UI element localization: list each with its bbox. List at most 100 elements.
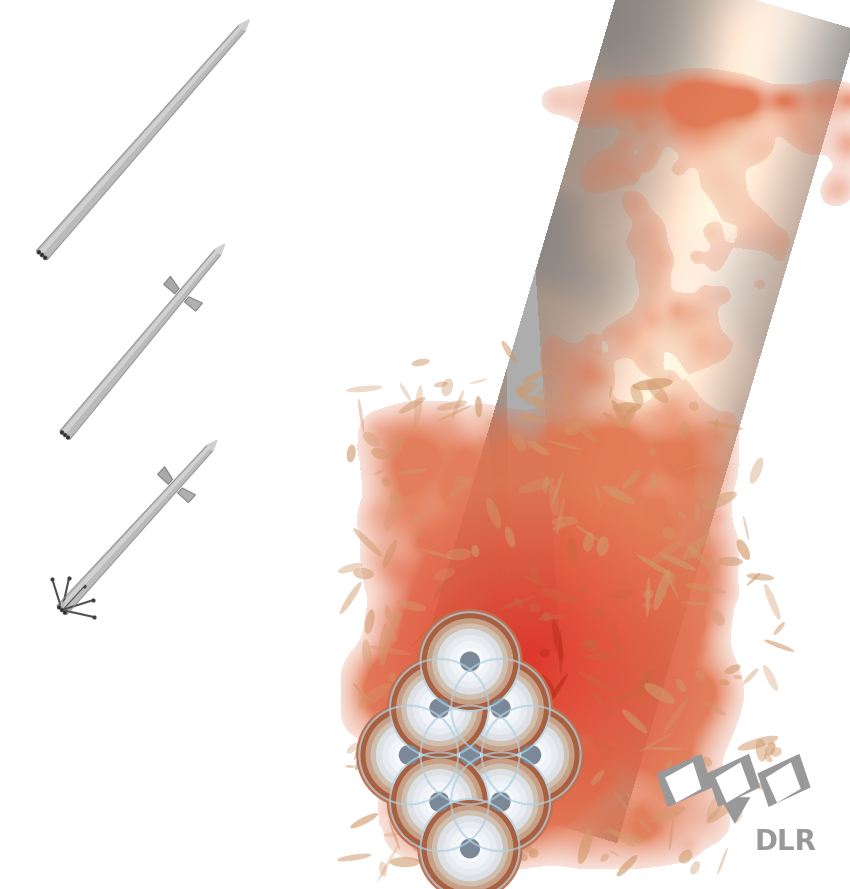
Ellipse shape — [609, 829, 635, 847]
Ellipse shape — [663, 526, 676, 540]
Ellipse shape — [695, 670, 705, 681]
Ellipse shape — [477, 727, 485, 733]
Circle shape — [450, 642, 490, 681]
Ellipse shape — [690, 549, 701, 558]
Ellipse shape — [445, 549, 472, 560]
Circle shape — [505, 729, 558, 781]
Circle shape — [468, 770, 533, 834]
Circle shape — [438, 629, 502, 693]
Polygon shape — [239, 20, 249, 31]
Circle shape — [61, 431, 63, 434]
Ellipse shape — [384, 499, 399, 532]
Ellipse shape — [434, 381, 448, 388]
Ellipse shape — [380, 748, 396, 760]
Ellipse shape — [474, 825, 487, 832]
Ellipse shape — [561, 391, 570, 399]
Circle shape — [430, 792, 449, 811]
Ellipse shape — [355, 752, 365, 771]
Ellipse shape — [683, 601, 714, 605]
Circle shape — [407, 770, 472, 834]
Ellipse shape — [354, 739, 361, 761]
Circle shape — [488, 695, 513, 721]
Circle shape — [400, 746, 418, 765]
Ellipse shape — [578, 829, 592, 864]
Ellipse shape — [412, 845, 446, 853]
Circle shape — [418, 610, 522, 714]
Ellipse shape — [752, 782, 785, 794]
Polygon shape — [62, 251, 218, 435]
Circle shape — [449, 656, 552, 760]
Ellipse shape — [475, 396, 482, 418]
Ellipse shape — [604, 829, 635, 840]
Ellipse shape — [493, 763, 503, 798]
Ellipse shape — [411, 530, 418, 541]
Ellipse shape — [385, 493, 414, 524]
Circle shape — [44, 257, 46, 259]
Ellipse shape — [638, 818, 653, 834]
Ellipse shape — [502, 340, 517, 364]
Ellipse shape — [434, 578, 450, 597]
Ellipse shape — [337, 853, 371, 861]
Ellipse shape — [367, 726, 388, 756]
Ellipse shape — [533, 388, 547, 406]
Ellipse shape — [660, 553, 696, 571]
Ellipse shape — [724, 783, 740, 794]
Ellipse shape — [583, 533, 594, 552]
Ellipse shape — [609, 850, 620, 856]
Ellipse shape — [679, 420, 690, 440]
Ellipse shape — [503, 562, 511, 586]
Ellipse shape — [437, 400, 468, 411]
Circle shape — [58, 606, 60, 608]
Ellipse shape — [706, 557, 716, 576]
Ellipse shape — [678, 850, 693, 863]
Ellipse shape — [484, 819, 487, 827]
Ellipse shape — [558, 630, 562, 675]
Ellipse shape — [649, 541, 681, 565]
Circle shape — [428, 619, 513, 704]
Ellipse shape — [577, 671, 612, 690]
Ellipse shape — [510, 722, 533, 757]
Circle shape — [474, 682, 527, 734]
Ellipse shape — [340, 581, 361, 614]
Ellipse shape — [708, 421, 743, 430]
Circle shape — [433, 624, 507, 699]
Ellipse shape — [338, 563, 362, 573]
Ellipse shape — [422, 697, 428, 717]
Ellipse shape — [595, 348, 602, 356]
Ellipse shape — [518, 477, 555, 493]
Ellipse shape — [396, 600, 426, 611]
Ellipse shape — [603, 485, 636, 504]
Ellipse shape — [764, 583, 780, 621]
Polygon shape — [716, 762, 751, 803]
Circle shape — [453, 754, 548, 850]
Ellipse shape — [385, 605, 393, 623]
Ellipse shape — [647, 380, 668, 403]
Circle shape — [377, 723, 441, 788]
Ellipse shape — [622, 709, 648, 733]
Ellipse shape — [738, 736, 779, 750]
Ellipse shape — [704, 701, 726, 716]
Ellipse shape — [592, 607, 606, 619]
Ellipse shape — [616, 855, 638, 877]
Circle shape — [481, 782, 520, 821]
Ellipse shape — [525, 789, 540, 811]
Ellipse shape — [403, 815, 423, 831]
Circle shape — [66, 436, 70, 439]
Ellipse shape — [476, 644, 506, 666]
Ellipse shape — [468, 651, 475, 674]
Ellipse shape — [529, 848, 539, 858]
Ellipse shape — [743, 669, 758, 685]
Circle shape — [481, 688, 520, 728]
Polygon shape — [665, 762, 701, 803]
Ellipse shape — [580, 640, 598, 645]
Ellipse shape — [528, 669, 541, 701]
Ellipse shape — [701, 492, 737, 510]
Ellipse shape — [455, 476, 465, 483]
Circle shape — [457, 649, 483, 675]
Ellipse shape — [388, 820, 400, 850]
Ellipse shape — [493, 679, 508, 693]
Ellipse shape — [746, 573, 774, 581]
Circle shape — [422, 707, 518, 803]
Ellipse shape — [717, 557, 743, 566]
Ellipse shape — [527, 440, 549, 455]
